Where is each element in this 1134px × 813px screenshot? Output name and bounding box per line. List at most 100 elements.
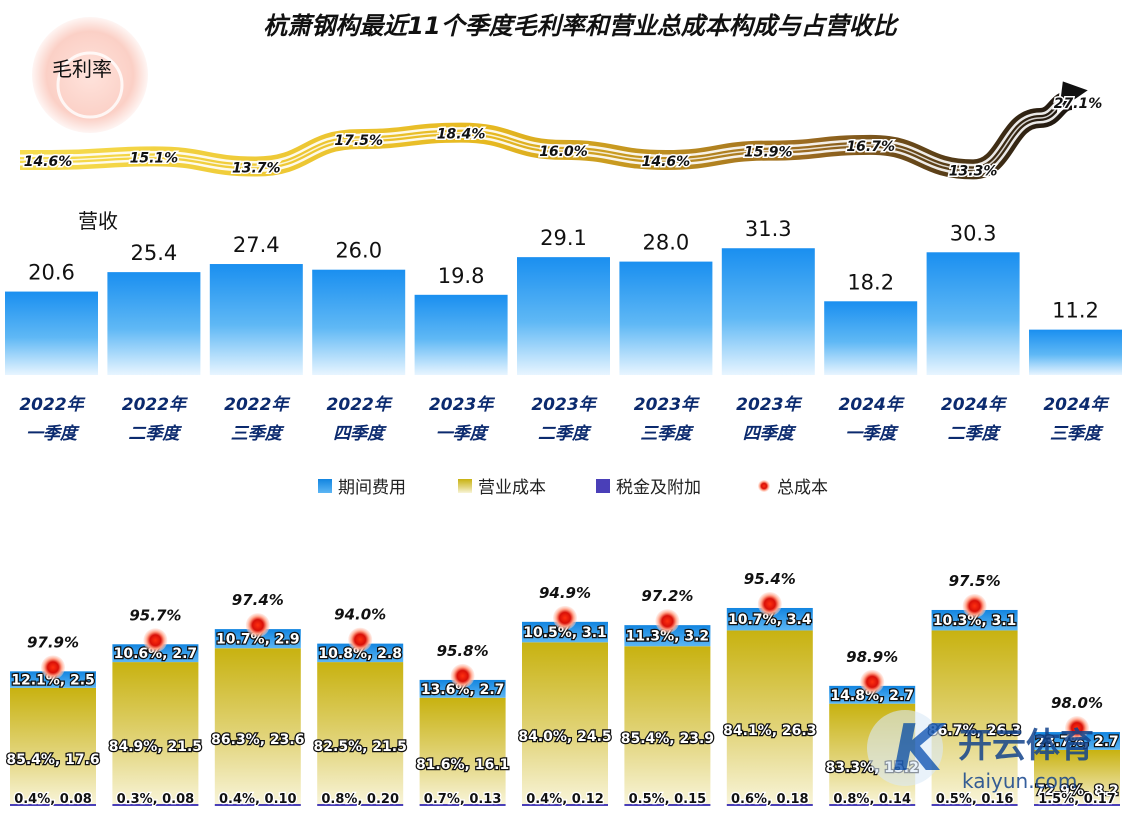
quarter-year-2: 2022年 [224,395,290,415]
revenue-bar-6 [619,261,713,375]
legend-swatch-period_expense [318,479,332,493]
revenue-bar-9 [926,252,1020,375]
period-expense-bar-0 [10,671,96,688]
legend-swatch-operating_cost [458,479,472,493]
watermark-subtext: kaiyun.com [962,769,1077,793]
tax-bar-7 [726,804,813,806]
revenue-value-2: 27.4 [233,233,280,257]
total-cost-value-1: 95.7% [129,606,181,624]
period-expense-label-8: 14.8%, 2.7 [830,688,914,704]
operating-cost-label-6: 85.4%, 23.9 [621,731,714,747]
gross-margin-value-8: 16.7% [846,139,895,155]
total-cost-dot-4 [450,663,475,688]
revenue-bar-0 [5,291,98,375]
period-expense-label-9: 10.3%, 3.1 [933,613,1017,629]
period-expense-label-3: 10.8%, 2.8 [318,646,402,662]
total-cost-value-5: 94.9% [539,584,591,602]
operating-cost-label-3: 82.5%, 21.5 [314,739,407,755]
revenue-value-6: 28.0 [643,231,690,255]
revenue-label: 营收 [78,209,118,233]
total-cost-value-0: 97.9% [27,633,79,651]
quarter-year-9: 2024年 [941,395,1007,415]
period-expense-label-10: 23.7%, 2.7 [1035,734,1119,750]
revenue-value-4: 19.8 [438,264,485,288]
tax-label-4: 0.7%, 0.13 [424,792,502,807]
quarter-name-6: 三季度 [640,424,694,444]
tax-bar-3 [317,804,404,806]
tax-label-10: 1.5%, 0.17 [1038,792,1116,807]
total-cost-dot-1 [143,628,168,653]
tax-label-8: 0.8%, 0.14 [833,792,911,807]
tax-bar-10 [1034,804,1120,806]
total-cost-dot-0 [41,655,65,680]
total-cost-value-4: 95.8% [437,642,489,660]
gross-margin-labels: 14.6% 15.1% 13.7% 17.5% 18.4% 16.0% 14.6% 15.9%… [22,95,1104,181]
ribbon-arrowhead [1056,78,1093,115]
revenue-value-8: 18.2 [847,270,894,294]
operating-cost-label-5: 84.0%, 24.5 [518,729,611,745]
revenue-value-9: 30.3 [950,221,997,245]
period-expense-bar-4 [419,679,506,698]
quarter-year-6: 2023年 [634,395,700,415]
operating-cost-label-7: 84.1%, 26.3 [723,723,816,739]
tax-bar-5 [522,804,608,806]
operating-cost-bar-2 [214,648,301,804]
total-cost-value-8: 98.9% [846,648,898,666]
tax-label-5: 0.4%, 0.12 [526,792,604,807]
revenue-bar-2 [209,264,303,375]
period-expense-bar-10 [1034,732,1120,750]
quarter-name-5: 二季度 [538,424,592,444]
ribbon-stripe-center [19,99,1073,171]
gross-margin-value-2: 13.7% [232,160,281,176]
legend-swatch-tax_surcharge [596,479,610,493]
badge-circle [32,17,148,133]
quarter-name-8: 一季度 [845,424,899,444]
legend-label-total_cost: 总成本 [777,478,828,498]
period-expense-bar-3 [317,643,404,663]
quarter-year-4: 2023年 [429,395,495,415]
period-expense-label-1: 10.6%, 2.7 [114,646,198,662]
operating-cost-bar-7 [726,630,813,804]
period-expense-label-0: 12.1%, 2.5 [11,673,95,689]
operating-cost-label-2: 86.3%, 23.6 [211,732,304,748]
quarter-name-7: 四季度 [743,424,797,444]
legend-label-operating_cost: 营业成本 [478,478,546,498]
quarter-name-2: 三季度 [231,424,285,444]
quarter-name-4: 一季度 [436,424,490,444]
cost-bars: 12.1%, 2.5 85.4%, 17.6 0.4%, 0.08 97.9% 10.6… [5,568,1120,808]
operating-cost-bar-0 [10,687,96,804]
period-expense-bar-7 [726,607,813,631]
quarter-name-3: 四季度 [333,424,387,444]
quarter-year-7: 2023年 [736,395,802,415]
quarter-year-3: 2022年 [327,395,393,415]
tax-label-3: 0.8%, 0.20 [321,792,399,807]
period-expense-bar-5 [522,621,608,643]
revenue-bar-10 [1029,329,1122,375]
legend-swatch-total_cost [758,480,770,492]
legend-label-period_expense: 期间费用 [338,478,406,498]
revenue-value-7: 31.3 [745,217,792,241]
legend-label-tax_surcharge: 税金及附加 [616,478,701,498]
quarter-year-1: 2022年 [122,395,188,415]
total-cost-dot-10 [1065,716,1089,741]
period-expense-label-2: 10.7%, 2.9 [216,632,300,648]
gross-margin-value-0: 14.6% [24,154,73,170]
revenue-value-5: 29.1 [540,226,587,250]
period-expense-bar-1 [112,644,199,663]
gross-margin-badge: 毛利率 [32,17,148,133]
tax-label-7: 0.6%, 0.18 [731,792,809,807]
quarter-name-0: 一季度 [26,424,80,444]
operating-cost-bar-1 [112,662,199,804]
operating-cost-label-1: 84.9%, 21.5 [109,739,202,755]
operating-cost-bar-5 [522,642,608,804]
revenue-value-10: 11.2 [1052,299,1099,323]
quarter-year-0: 2022年 [19,395,85,415]
operating-cost-bar-3 [317,662,404,804]
total-cost-value-6: 97.2% [641,587,693,605]
gross-margin-value-1: 15.1% [130,150,179,166]
operating-cost-bar-6 [624,646,711,804]
gross-margin-label: 毛利率 [52,57,112,81]
revenue-bar-8 [824,301,918,375]
quarter-name-10: 三季度 [1050,424,1104,444]
